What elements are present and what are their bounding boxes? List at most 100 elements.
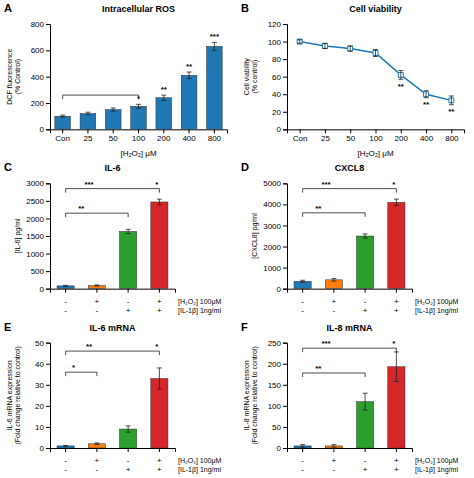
bracket-label: *** (84, 180, 94, 189)
y-tick: 100 (268, 402, 287, 411)
y-tick-mark (283, 385, 287, 386)
error-bar (157, 368, 162, 389)
y-axis: 020406080100120 (268, 20, 288, 134)
y-tick-label: 10 (35, 423, 44, 432)
y-tick-mark (283, 204, 287, 205)
y-tick-label: 5000 (263, 179, 281, 188)
x-tick-mark (62, 129, 63, 133)
condition-row-name: [IL-1β] 1ng/ml (415, 307, 458, 315)
x-tick-mark (214, 129, 215, 133)
x-tick (65, 289, 66, 293)
y-tick-label: 1000 (263, 264, 281, 273)
bar (120, 231, 137, 288)
bar (57, 446, 74, 448)
condition-label: - (64, 465, 67, 474)
x-tick (96, 448, 97, 452)
y-tick-label: 0 (277, 125, 282, 134)
significance-label: * (137, 94, 141, 103)
y-tick-label: 100 (268, 402, 282, 411)
error-bar (398, 71, 403, 80)
condition-label: + (394, 465, 399, 474)
significance-label: *** (210, 32, 220, 41)
x-axis-title: [H₂O₂] μM (120, 149, 156, 158)
x-axis (288, 448, 413, 452)
bracket (63, 95, 139, 99)
y-tick-mark (283, 427, 287, 428)
y-tick-mark (46, 343, 50, 344)
bracket-label: ** (78, 204, 85, 213)
x-tick: 400 (182, 129, 196, 143)
x-tick-label: 50 (346, 134, 355, 143)
condition-label: + (126, 465, 131, 474)
y-axis-title-line: [IL-6] pg/ml (14, 218, 22, 253)
x-tick-mark (376, 129, 377, 133)
x-tick-mark (302, 289, 303, 293)
x-tick-label: 25 (321, 134, 330, 143)
x-axis: Con2550100200400800 (288, 129, 465, 143)
x-tick: Con (293, 129, 308, 143)
x-tick (65, 448, 66, 452)
condition-label: - (364, 456, 367, 465)
x-tick-label: 400 (420, 134, 434, 143)
x-tick-label: Con (293, 134, 308, 143)
marker (297, 39, 302, 44)
condition-label: - (64, 456, 67, 465)
x-tick (396, 448, 397, 452)
y-axis-title-line: (Fold change relative to control) (251, 346, 259, 444)
y-tick-label: 100 (268, 38, 282, 47)
bar (151, 202, 168, 289)
y-tick: 200 (268, 360, 287, 369)
panel: Con25501002004008000200400600800********… (4, 2, 228, 158)
y-axis-line (283, 25, 288, 130)
y-tick: 40 (272, 90, 287, 99)
x-tick-mark (451, 129, 452, 133)
x-axis-title: [H₂O₂] μM (357, 149, 393, 158)
condition-label: + (95, 297, 100, 306)
condition-label: - (364, 297, 367, 306)
x-tick-label: 50 (109, 134, 118, 143)
y-tick: 4000 (263, 200, 287, 209)
condition-label: - (127, 456, 130, 465)
condition-label: + (157, 306, 162, 315)
y-tick-label: 40 (35, 360, 44, 369)
error-bar (348, 46, 353, 51)
x-tick-label: 400 (182, 134, 196, 143)
y-tick: 100 (268, 38, 287, 47)
y-tick-label: 1500 (26, 232, 44, 241)
x-tick-label: 25 (83, 134, 92, 143)
y-tick-mark (283, 129, 287, 130)
y-tick-mark (46, 364, 50, 365)
error-bar (322, 43, 327, 48)
y-tick-mark (46, 254, 50, 255)
y-tick: 30 (35, 381, 50, 390)
y-tick: 5000 (263, 179, 287, 188)
y-tick-mark (46, 201, 50, 202)
x-tick (96, 289, 97, 293)
x-tick: 200 (395, 129, 409, 143)
x-tick: 50 (109, 129, 118, 143)
y-tick: 120 (268, 20, 287, 29)
x-tick: 25 (83, 129, 92, 143)
y-tick-label: 50 (272, 423, 281, 432)
y-tick-mark (283, 247, 287, 248)
y-tick: 2000 (263, 243, 287, 252)
y-tick-label: 2000 (26, 215, 44, 224)
y-tick: 0 (40, 125, 50, 134)
error-bar (449, 96, 454, 105)
x-tick: 50 (346, 129, 355, 143)
y-tick-label: 800 (31, 20, 45, 29)
y-tick: 2500 (26, 197, 50, 206)
x-tick-label: 200 (157, 134, 171, 143)
y-tick-mark (283, 183, 287, 184)
y-axis: 01020304050 (35, 339, 50, 453)
x-tick (396, 289, 397, 293)
panel-label: B (241, 2, 249, 14)
bracket-label: ** (315, 364, 322, 373)
y-tick-mark (283, 343, 287, 344)
x-tick (365, 289, 366, 293)
y-tick: 2000 (26, 215, 50, 224)
y-axis-line (283, 184, 288, 289)
x-axis-line (51, 289, 176, 293)
bracket-label: * (72, 363, 76, 372)
condition-label: - (96, 465, 99, 474)
